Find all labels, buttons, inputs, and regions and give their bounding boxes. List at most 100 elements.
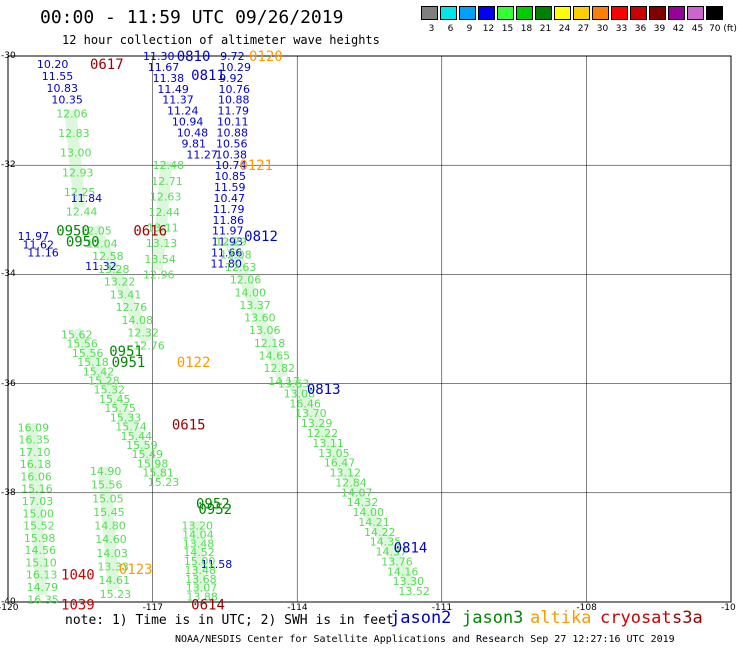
swh-value: 14.00: [235, 286, 266, 299]
swh-value: 14.80: [94, 520, 126, 533]
footer-note: note: 1) Time is in UTC; 2) SWH is in fe…: [65, 613, 394, 628]
swh-value: 11.86: [212, 214, 244, 227]
swh-value: 13.30: [393, 575, 425, 588]
swh-value: 12.63: [225, 261, 257, 274]
swh-value: 12.44: [148, 206, 180, 219]
track-swath: [286, 376, 418, 591]
legend-swatch: [497, 6, 514, 20]
swh-value: 15.49: [132, 448, 164, 461]
page-subtitle: 12 hour collection of altimeter wave hei…: [62, 33, 380, 47]
swh-value: 14.79: [27, 581, 59, 594]
legend-label: 27: [577, 24, 590, 34]
swh-value: 13.06: [249, 324, 281, 337]
swh-value: 13.00: [60, 147, 92, 160]
swh-value: 11.97: [18, 230, 50, 243]
swh-value: 15.52: [23, 520, 55, 533]
lon-tick: -111: [431, 603, 453, 613]
swh-value: 14.60: [95, 533, 127, 546]
swh-value: 10.48: [177, 126, 209, 139]
swh-value: 16.46: [289, 397, 321, 410]
swh-value: 15.98: [137, 457, 169, 470]
swh-value: 15.81: [142, 467, 174, 480]
swh-value: 15.62: [61, 328, 93, 341]
swh-value: 12.08: [220, 248, 252, 261]
swh-value: 15.74: [115, 421, 146, 434]
legend-swatch: [554, 6, 571, 20]
swh-value: 11.55: [42, 70, 74, 83]
swh-value: 11.58: [201, 558, 233, 571]
swh-value: 17.10: [19, 446, 51, 459]
pass-time-label: 0810: [177, 49, 211, 65]
page-title: 00:00 - 11:59 UTC 09/26/2019: [40, 7, 344, 28]
swh-value: 16.35: [27, 593, 58, 606]
lat-tick: -32: [1, 160, 16, 171]
swh-value: 14.04: [182, 528, 214, 541]
lat-tick: -34: [1, 269, 16, 280]
lon-tick: -120: [0, 603, 19, 613]
swh-value: 14.17: [268, 375, 300, 388]
legend-altika: altika: [530, 608, 592, 628]
swh-value: 11.59: [214, 181, 246, 194]
swh-value: 15.56: [91, 479, 123, 492]
swh-value: 10.56: [216, 137, 248, 150]
pass-time-label: 1039: [61, 598, 95, 614]
swh-value: 12.06: [56, 107, 87, 120]
swh-value: 14.03: [96, 547, 128, 560]
lon-tick: -117: [142, 603, 164, 613]
footer-credit: NOAA/NESDIS Center for Satellite Applica…: [175, 634, 675, 645]
swh-value: 12.44: [66, 206, 98, 219]
swh-value: 13.11: [312, 437, 344, 450]
swh-value: 14.21: [358, 516, 390, 529]
swh-value: 15.16: [21, 483, 52, 496]
legend-cryosat: cryosat: [600, 608, 672, 628]
legend-label: 9: [466, 24, 473, 34]
swh-value: 15.44: [121, 430, 153, 443]
legend-label: 33: [615, 24, 628, 34]
pass-time-label: 0952: [198, 502, 232, 518]
swh-value: 13.28: [98, 263, 129, 276]
swh-value: 16.35: [18, 434, 50, 447]
swh-value: 16.47: [324, 457, 356, 470]
swh-value: 10.29: [220, 61, 252, 74]
swh-value: 13.52: [398, 585, 430, 598]
swh-value: 11.49: [157, 83, 189, 96]
track-swath: [189, 521, 207, 593]
swh-value: 13.60: [244, 312, 276, 325]
swh-value: 14.52: [183, 546, 215, 559]
track-swaths: [25, 108, 418, 596]
pass-time-label: 0617: [90, 57, 124, 73]
swh-value: 14.35: [370, 536, 402, 549]
swh-value: 11.80: [210, 257, 242, 270]
map-frame: [7, 55, 732, 603]
legend-swatch: [706, 6, 723, 20]
swh-value: 13.29: [301, 417, 333, 430]
swh-value: 9.92: [219, 72, 244, 85]
legend-swatch: [630, 6, 647, 20]
swh-value: 10.11: [217, 116, 249, 129]
pass-time-label: 0615: [172, 418, 206, 434]
swh-value: 12.29: [215, 236, 247, 249]
legend-unit: 70 (ft): [709, 24, 737, 34]
pass-time-label: 0951: [109, 344, 143, 360]
swh-value: 13.05: [318, 447, 350, 460]
swh-value: 15.75: [104, 402, 135, 415]
legend-label: 15: [501, 24, 514, 34]
swh-value: 10.47: [213, 192, 245, 205]
swh-value: 11.97: [212, 225, 244, 238]
swh-value: 12.71: [151, 175, 183, 188]
swh-value: 12.04: [86, 237, 118, 250]
track-swath: [150, 160, 173, 271]
swh-value: 12.96: [143, 268, 175, 281]
swh-value: 13.37: [239, 299, 270, 312]
swh-value: 12.18: [254, 337, 286, 350]
legend-swatch: [687, 6, 704, 20]
legend-label: 30: [596, 24, 609, 34]
swh-value: 14.00: [353, 506, 385, 519]
lat-tick: -36: [1, 378, 16, 389]
swh-value: 12.48: [153, 159, 185, 172]
legend-swatch: [535, 6, 552, 20]
swh-value: 10.85: [214, 170, 246, 183]
swh-value: 11.79: [218, 105, 250, 118]
swh-value: 11.62: [22, 238, 54, 251]
swh-value: 15.56: [66, 338, 98, 351]
